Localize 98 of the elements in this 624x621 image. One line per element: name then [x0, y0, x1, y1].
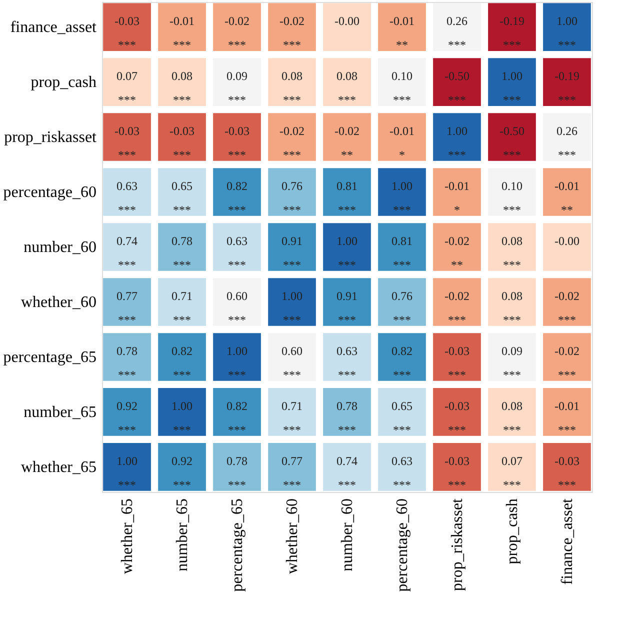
data-label: 0.76 ***: [282, 179, 303, 218]
data-label: 0.63 ***: [336, 344, 358, 382]
data-label: 0.82 ***: [226, 398, 248, 437]
data-label: -0.02 ***: [280, 14, 305, 52]
data-label: -0.19 ***: [554, 69, 580, 108]
data-label: 0.09 ***: [501, 344, 522, 382]
data-label: 0.74 ***: [336, 454, 358, 492]
data-label: -0.02 ***: [444, 288, 470, 327]
data-label: -0.02 **: [334, 124, 360, 162]
data-label: 0.26 ***: [446, 14, 468, 52]
data-label: 0.08 ***: [501, 288, 522, 327]
data-label: -0.01 **: [389, 14, 414, 52]
data-label: 1.00 ***: [391, 179, 412, 218]
data-label: 0.63 ***: [226, 234, 248, 272]
data-label: -0.19 ***: [499, 14, 524, 52]
data-label: 0.92 ***: [116, 398, 138, 437]
data-label: 0.77 ***: [116, 288, 138, 327]
data-label: -0.03 ***: [444, 454, 470, 492]
x-tick-label: prop_cash: [504, 498, 521, 564]
data-label: 0.78 ***: [172, 234, 193, 272]
data-label: 0.10 ***: [501, 179, 522, 218]
data-label: 1.00 ***: [172, 398, 193, 437]
data-label: 1.00 ***: [556, 14, 578, 52]
data-label: -0.02 ***: [554, 344, 580, 382]
data-label: 0.91 ***: [282, 234, 303, 272]
data-label: 0.65 ***: [172, 179, 193, 218]
data-label: 0.08 ***: [282, 69, 303, 108]
data-label: 0.08 ***: [501, 234, 522, 272]
data-label: 0.91 ***: [336, 288, 358, 327]
data-label: 0.74 ***: [116, 234, 138, 272]
data-label: -0.02 **: [444, 234, 470, 272]
data-label: -0.03 ***: [170, 124, 195, 162]
data-label: -0.00: [554, 234, 580, 248]
data-label: 0.82 ***: [226, 179, 248, 218]
x-tick-label: number_65: [174, 498, 192, 572]
y-tick-label: number_60: [24, 239, 96, 256]
x-tick-label: finance_asset: [558, 498, 576, 585]
data-label: -0.03 ***: [444, 344, 470, 382]
x-tick-label: prop_riskasset: [448, 498, 466, 591]
data-label: 0.82 ***: [391, 344, 412, 382]
y-tick-label: number_65: [24, 404, 96, 421]
x-tick-label: whether_60: [284, 498, 302, 574]
data-label: 0.60 ***: [282, 344, 303, 382]
x-tick-label: percentage_60: [394, 498, 411, 592]
data-label: -0.02 ***: [224, 14, 250, 52]
data-label: 0.10 ***: [391, 69, 412, 108]
data-label: 0.07 ***: [501, 454, 522, 492]
data-label: -0.01 ***: [554, 398, 580, 437]
data-label: 1.00 ***: [116, 454, 138, 492]
y-tick-label: prop_riskasset: [4, 129, 98, 146]
data-label: 0.63 ***: [391, 454, 412, 492]
data-label: -0.03 ***: [224, 124, 250, 162]
x-tick-label: number_60: [339, 498, 356, 572]
data-label: -0.03 ***: [554, 454, 580, 492]
data-label: -0.01 **: [554, 179, 580, 218]
data-label: 0.26 ***: [556, 124, 578, 162]
data-label: -0.03 ***: [114, 124, 140, 162]
data-label: 0.71 ***: [172, 288, 193, 327]
data-label: 0.60 ***: [226, 288, 248, 327]
data-label: 1.00 ***: [336, 234, 358, 272]
y-tick-label: prop_cash: [30, 74, 96, 92]
x-tick-label: percentage_65: [229, 498, 246, 592]
y-tick-label: finance_asset: [10, 19, 98, 36]
y-tick-label: whether_65: [20, 458, 96, 476]
data-label: -0.02 ***: [280, 124, 305, 162]
data-label: -0.50 ***: [499, 124, 524, 162]
data-label: 0.09 ***: [226, 69, 248, 108]
data-label: 0.71 ***: [282, 398, 303, 437]
data-label: 0.63 ***: [116, 179, 138, 218]
data-label: 1.00 ***: [501, 69, 522, 108]
y-tick-label: whether_60: [20, 294, 96, 311]
data-label: 0.08 ***: [501, 398, 522, 437]
data-label: -0.02 ***: [554, 288, 580, 327]
data-label: 0.92 ***: [172, 454, 193, 492]
data-label: -0.01 *: [444, 179, 470, 218]
data-label: 0.08 ***: [172, 69, 193, 108]
data-label: 0.78 ***: [226, 454, 248, 492]
data-label: 0.77 ***: [282, 454, 303, 492]
data-label: -0.01 ***: [170, 14, 195, 52]
data-label: 0.81 ***: [391, 234, 412, 272]
data-label: 0.65 ***: [391, 398, 412, 437]
data-label: 1.00 ***: [446, 124, 468, 162]
data-label: 0.82 ***: [172, 344, 193, 382]
data-label: -0.50 ***: [444, 69, 470, 108]
data-label: 0.81 ***: [336, 179, 358, 218]
data-label: 0.76 ***: [391, 288, 412, 327]
data-label: 1.00 ***: [282, 288, 303, 327]
data-label: 0.78 ***: [116, 344, 138, 382]
data-label: 1.00 ***: [226, 344, 248, 382]
data-label: 0.07 ***: [116, 69, 138, 108]
data-label: -0.03 ***: [114, 14, 140, 52]
y-tick-label: percentage_60: [3, 184, 96, 202]
data-label: -0.00: [334, 14, 360, 28]
y-tick-label: percentage_65: [3, 348, 96, 366]
data-label: -0.01 *: [389, 124, 414, 162]
data-label: 0.78 ***: [336, 398, 358, 437]
data-label: 0.08 ***: [336, 69, 358, 108]
data-label: -0.03 ***: [444, 398, 470, 437]
